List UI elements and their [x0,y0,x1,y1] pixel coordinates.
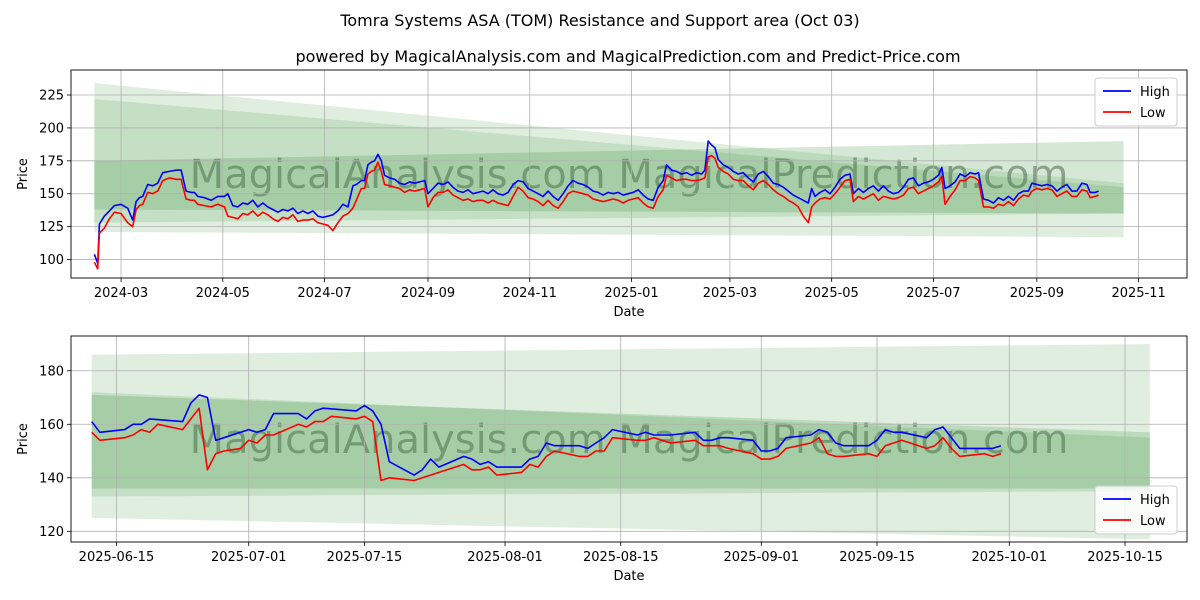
legend: High Low [1094,77,1178,127]
chart-title: Tomra Systems ASA (TOM) Resistance and S… [339,11,859,30]
x-axis-label: Date [613,305,644,320]
legend-box [1094,77,1178,127]
legend-label-low: Low [1140,106,1166,121]
legend-label-high: High [1140,493,1170,508]
legend-label-high: High [1140,85,1170,100]
x-tick-label: 2024-11 [503,286,557,301]
top-chart-panel: MagicalAnalysis.com MagicalPrediction.co… [16,69,1188,320]
y-tick-label: 150 [39,187,64,202]
band-2 [94,141,1124,214]
plot-frame [70,69,1188,279]
x-tick-label: 2025-09-01 [723,550,799,565]
x-tick-label: 2025-06-15 [79,550,155,565]
y-tick-label: 180 [39,364,64,379]
x-tick-label: 2024-07 [297,286,351,301]
x-tick-label: 2024-05 [196,286,250,301]
x-tick-label: 2025-10-01 [971,550,1047,565]
legend-box [1094,485,1178,535]
y-tick-label: 140 [39,471,64,486]
x-tick-label: 2024-09 [401,286,455,301]
x-tick-label: 2025-07-01 [211,550,287,565]
x-tick-label: 2025-03 [703,286,757,301]
y-tick-label: 100 [39,253,64,268]
y-axis-label: Price [16,423,31,455]
band-0 [94,83,1124,238]
bottom-chart-panel: MagicalAnalysis.com MagicalPrediction.co… [16,335,1188,584]
y-tick-label: 200 [39,121,64,136]
series-line-high [93,140,1099,265]
x-tick-label: 2025-05 [805,286,859,301]
chart-subtitle: powered by MagicalAnalysis.com and Magic… [295,47,960,66]
legend: High Low [1094,485,1178,535]
y-tick-label: 160 [39,418,64,433]
y-axis-label: Price [16,158,31,190]
x-tick-label: 2025-10-15 [1087,550,1163,565]
y-tick-label: 225 [39,89,64,104]
y-tick-label: 125 [39,220,64,235]
series-line-low [93,154,1099,270]
x-tick-label: 2025-08-15 [583,550,659,565]
series-line-low [91,407,1002,482]
plot-frame [70,335,1188,543]
x-tick-label: 2025-09-15 [839,550,915,565]
x-tick-label: 2025-01 [604,286,658,301]
x-tick-label: 2025-08-01 [467,550,543,565]
y-tick-label: 120 [39,525,64,540]
x-axis-label: Date [613,569,644,584]
x-tick-label: 2025-07 [906,286,960,301]
legend-label-low: Low [1140,514,1166,529]
x-tick-label: 2025-09 [1010,286,1064,301]
x-tick-label: 2025-11 [1111,286,1165,301]
x-tick-label: 2024-03 [94,286,148,301]
y-tick-label: 175 [39,154,64,169]
watermark: MagicalAnalysis.com MagicalPrediction.co… [190,152,1069,198]
x-tick-label: 2025-07-15 [327,550,403,565]
series-line-high [91,394,1002,476]
